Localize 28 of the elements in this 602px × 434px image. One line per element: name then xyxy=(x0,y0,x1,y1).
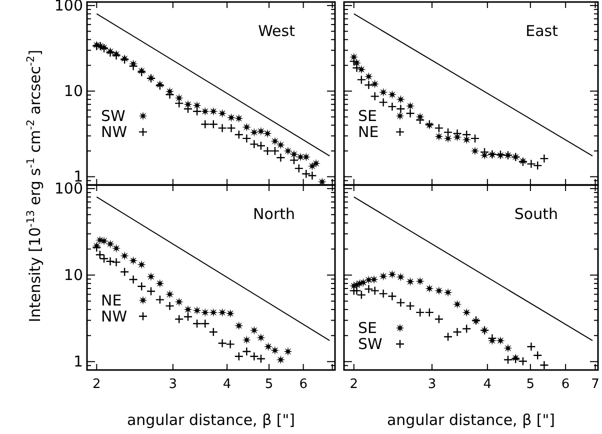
text: South xyxy=(514,205,558,223)
y-tick-label: 1 xyxy=(73,352,83,371)
x-tick-label: 6 xyxy=(299,377,308,392)
x-tick-label: 6 xyxy=(561,377,570,392)
legend-label: SW xyxy=(101,106,126,125)
x-tick-label: 4 xyxy=(222,377,232,392)
x-axis-title: angular distance, β ["] xyxy=(386,411,556,429)
x-tick-label: 3 xyxy=(428,377,436,392)
y-tick-label: 10 xyxy=(64,82,83,100)
x-axis-title: angular distance, β ["] xyxy=(126,411,296,429)
x-tick-label: 5 xyxy=(264,377,274,392)
legend-label: NW xyxy=(101,307,128,326)
text: North xyxy=(253,205,295,223)
legend-label: SE xyxy=(358,106,377,125)
text: East xyxy=(526,22,558,40)
x-tick-label: 4 xyxy=(483,377,492,392)
x-tick-label: 2 xyxy=(350,377,358,392)
legend-label: NW xyxy=(101,122,128,141)
x-tick-label: 3 xyxy=(168,377,178,392)
x-tick-label: 2 xyxy=(92,377,101,392)
x-tick-label: 7 xyxy=(591,377,600,392)
legend-label: SW xyxy=(358,335,383,353)
legend-label: NE xyxy=(101,291,122,310)
legend-label: NE xyxy=(358,122,379,141)
x-tick-label: 5 xyxy=(526,377,535,392)
legend-label: SE xyxy=(358,319,377,337)
y-tick-label: 10 xyxy=(64,266,83,284)
text: West xyxy=(258,22,296,40)
